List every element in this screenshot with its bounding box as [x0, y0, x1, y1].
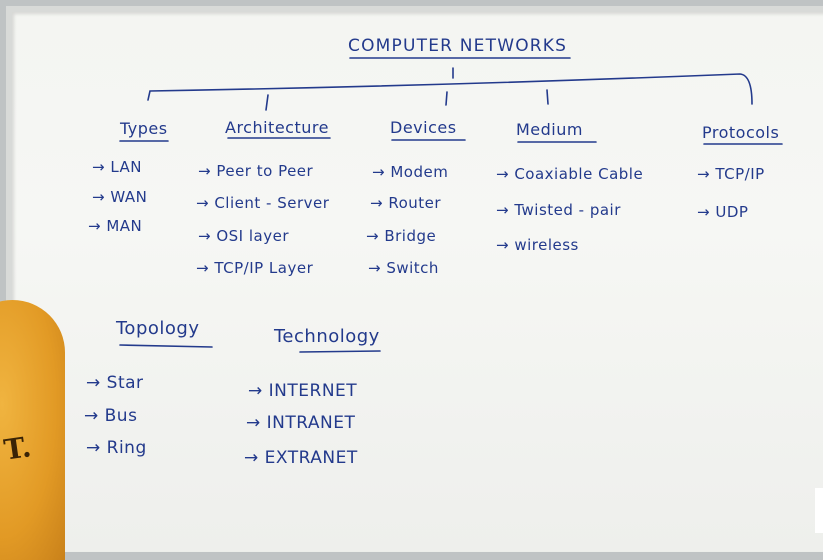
branch-devices — [445, 91, 448, 106]
item-devices-router: → Router — [370, 194, 442, 212]
presenter-shirt — [0, 300, 65, 560]
branch-architecture — [265, 94, 269, 111]
underline-topology — [119, 344, 213, 348]
item-architecture-client-server: → Client - Server — [196, 194, 330, 212]
item-medium-twisted-pair: → Twisted - pair — [496, 201, 621, 219]
item-medium-wireless: → wireless — [496, 236, 579, 254]
item-architecture-osi: → OSI layer — [198, 227, 289, 245]
item-topology-bus: → Bus — [84, 406, 138, 426]
item-protocols-udp: → UDP — [697, 203, 749, 221]
tree-connector-lines — [119, 57, 783, 353]
item-topology-star: → Star — [86, 373, 144, 393]
item-devices-switch: → Switch — [368, 259, 439, 277]
item-types-man: → MAN — [88, 217, 143, 235]
item-architecture-p2p: → Peer to Peer — [198, 162, 314, 180]
item-technology-internet: → INTERNET — [248, 381, 358, 401]
item-technology-extranet: → EXTRANET — [244, 448, 358, 468]
item-devices-modem: → Modem — [372, 163, 449, 181]
branch-medium — [546, 89, 549, 105]
heading-devices: Devices — [390, 118, 457, 137]
item-technology-intranet: → INTRANET — [246, 413, 356, 433]
item-types-lan: → LAN — [92, 158, 143, 176]
heading-protocols: Protocols — [702, 123, 780, 142]
item-types-wan: → WAN — [92, 188, 148, 206]
heading-architecture: Architecture — [225, 118, 329, 137]
heading-topology: Topology — [116, 318, 200, 339]
whiteboard — [6, 6, 823, 552]
shirt-print: T. — [1, 430, 34, 467]
item-medium-coax: → Coaxiable Cable — [496, 165, 644, 183]
item-topology-ring: → Ring — [86, 438, 147, 458]
board-title: COMPUTER NETWORKS — [348, 36, 568, 56]
heading-types: Types — [120, 119, 168, 138]
frame-corner — [815, 488, 823, 533]
item-architecture-tcpip: → TCP/IP Layer — [196, 259, 314, 277]
branch-bar — [147, 73, 753, 105]
heading-medium: Medium — [516, 120, 583, 139]
heading-technology: Technology — [274, 326, 380, 347]
item-devices-bridge: → Bridge — [366, 227, 437, 245]
underline-technology — [299, 350, 381, 353]
item-protocols-tcpip: → TCP/IP — [697, 165, 765, 183]
